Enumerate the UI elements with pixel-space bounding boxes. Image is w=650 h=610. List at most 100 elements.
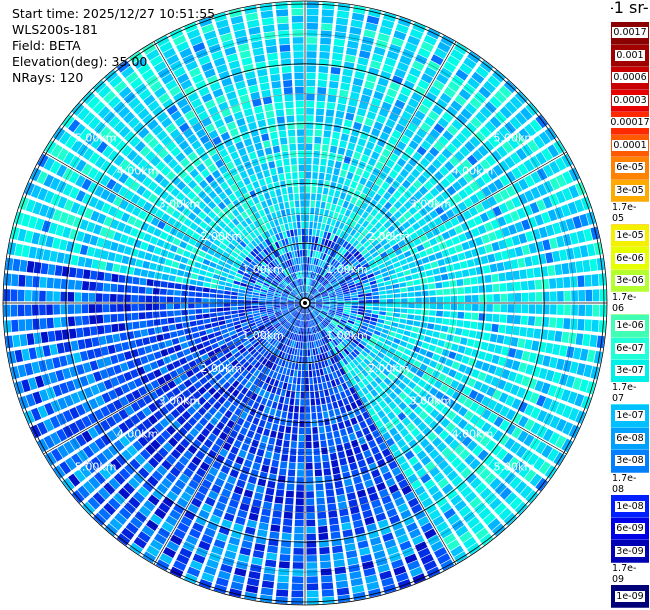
range-gate-cell xyxy=(337,306,344,309)
range-gate-cell xyxy=(430,261,439,269)
range-gate-cell xyxy=(372,303,380,307)
range-gate-cell xyxy=(391,256,399,264)
range-gate-cell xyxy=(491,323,499,333)
range-gate-cell xyxy=(180,342,189,350)
range-gate-cell xyxy=(248,446,257,455)
range-gate-cell xyxy=(152,106,164,117)
range-gate-cell xyxy=(305,342,308,349)
range-gate-cell xyxy=(230,413,239,423)
range-gate-cell xyxy=(151,124,163,136)
range-gate-cell xyxy=(195,80,207,91)
range-gate-cell xyxy=(410,332,418,339)
range-gate-cell xyxy=(187,395,196,405)
range-gate-cell xyxy=(457,287,465,295)
range-gate-cell xyxy=(363,358,371,366)
range-gate-cell xyxy=(306,30,318,37)
range-gate-cell xyxy=(267,309,274,313)
range-gate-cell xyxy=(38,360,48,373)
range-gate-cell xyxy=(319,245,324,252)
range-gate-cell xyxy=(262,573,275,582)
range-gate-cell xyxy=(514,304,522,313)
range-gate-cell xyxy=(468,239,477,249)
range-gate-cell xyxy=(403,211,412,220)
range-gate-cell xyxy=(402,376,411,385)
range-gate-cell xyxy=(273,394,280,403)
range-gate-cell xyxy=(371,151,380,160)
range-gate-cell xyxy=(212,136,222,146)
range-gate-cell xyxy=(313,441,320,449)
range-gate-cell xyxy=(90,384,100,396)
range-gate-cell xyxy=(439,266,447,274)
range-gate-cell xyxy=(391,521,404,531)
range-gate-cell xyxy=(484,121,497,133)
range-gate-cell xyxy=(89,315,97,325)
range-gate-cell xyxy=(437,477,449,489)
range-gate-cell xyxy=(100,250,109,260)
range-gate-cell xyxy=(386,264,395,271)
range-gate-cell xyxy=(230,15,244,25)
range-gate-cell xyxy=(7,242,17,256)
range-gate-cell xyxy=(49,250,58,262)
range-gate-cell xyxy=(360,94,371,104)
range-gate-cell xyxy=(454,371,464,381)
range-gate-cell xyxy=(306,498,315,506)
range-gate-cell xyxy=(386,508,398,518)
range-gate-cell xyxy=(413,279,421,286)
range-gate-cell xyxy=(593,350,603,364)
range-gate-cell xyxy=(457,303,465,311)
range-gate-cell xyxy=(436,521,449,533)
range-gate-cell xyxy=(561,263,570,275)
range-gate-cell xyxy=(434,425,444,435)
range-gate-cell xyxy=(211,484,222,494)
range-gate-cell xyxy=(466,338,475,347)
range-gate-cell xyxy=(289,398,295,406)
range-gate-cell xyxy=(353,423,361,432)
range-gate-cell xyxy=(463,277,471,286)
range-gate-cell xyxy=(296,279,300,286)
range-gate-cell xyxy=(19,334,28,347)
range-gate-cell xyxy=(391,129,402,140)
range-gate-cell xyxy=(291,590,304,598)
range-gate-cell xyxy=(99,369,109,380)
range-gate-cell xyxy=(130,349,139,358)
range-gate-cell xyxy=(213,539,226,549)
range-gate-cell xyxy=(169,353,178,362)
range-gate-cell xyxy=(405,325,413,331)
range-gate-cell xyxy=(176,98,189,109)
range-gate-cell xyxy=(178,455,190,466)
range-gate-cell xyxy=(582,334,591,347)
range-gate-cell xyxy=(131,389,142,400)
range-gate-cell xyxy=(309,214,314,222)
range-gate-cell xyxy=(330,416,337,425)
range-gate-cell xyxy=(280,271,286,278)
range-gate-cell xyxy=(14,211,24,225)
range-gate-cell xyxy=(341,269,348,276)
range-gate-cell xyxy=(243,192,251,201)
range-gate-cell xyxy=(398,205,408,215)
range-gate-cell xyxy=(314,295,321,299)
range-gate-cell xyxy=(505,325,513,335)
range-gate-cell xyxy=(329,293,336,297)
range-gate-cell xyxy=(128,97,141,110)
range-gate-cell xyxy=(318,525,328,534)
range-gate-cell xyxy=(322,295,329,299)
range-gate-cell xyxy=(397,16,412,27)
range-gate-cell xyxy=(280,247,286,254)
range-gate-cell xyxy=(425,134,436,145)
range-gate-cell xyxy=(330,301,337,303)
range-gate-cell xyxy=(291,362,296,370)
range-gate-cell xyxy=(498,85,512,99)
range-gate-cell xyxy=(290,325,295,332)
range-gate-cell xyxy=(153,319,161,326)
range-gate-cell xyxy=(373,505,384,515)
range-gate-cell xyxy=(110,135,122,148)
range-gate-cell xyxy=(103,283,111,292)
range-gate-cell xyxy=(527,216,538,228)
range-gate-cell xyxy=(326,285,333,291)
range-gate-cell xyxy=(233,486,244,495)
range-gate-cell xyxy=(524,256,533,267)
range-gate-cell xyxy=(266,306,273,309)
range-gate-cell xyxy=(246,452,255,462)
range-gate-cell xyxy=(528,352,537,364)
range-gate-cell xyxy=(266,299,273,302)
